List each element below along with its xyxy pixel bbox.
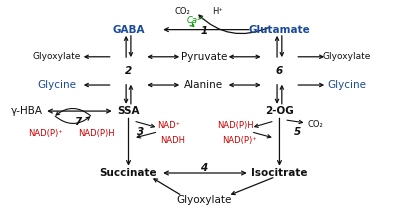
Text: Alanine: Alanine: [184, 80, 224, 90]
Text: H⁺: H⁺: [212, 7, 223, 16]
FancyArrowPatch shape: [199, 15, 269, 34]
Text: NAD(P)H: NAD(P)H: [218, 121, 254, 130]
Text: CO₂: CO₂: [174, 7, 190, 16]
FancyArrowPatch shape: [154, 179, 180, 194]
FancyArrowPatch shape: [148, 55, 178, 59]
Text: NAD(P)H: NAD(P)H: [78, 129, 115, 138]
FancyArrowPatch shape: [136, 122, 154, 127]
FancyArrowPatch shape: [280, 86, 284, 104]
Text: Glyoxylate: Glyoxylate: [33, 52, 81, 61]
FancyArrowPatch shape: [255, 122, 272, 127]
Text: Ca²⁺: Ca²⁺: [187, 16, 206, 26]
FancyArrowPatch shape: [129, 86, 132, 104]
Text: Glycine: Glycine: [328, 80, 366, 90]
Text: γ-HBA: γ-HBA: [11, 106, 43, 116]
FancyArrowPatch shape: [298, 83, 323, 87]
Text: Glycine: Glycine: [38, 80, 76, 90]
FancyArrowPatch shape: [124, 37, 128, 57]
FancyArrowPatch shape: [287, 120, 302, 124]
Text: 6: 6: [276, 66, 283, 76]
FancyArrowPatch shape: [280, 36, 284, 56]
FancyArrowPatch shape: [230, 83, 259, 87]
FancyArrowPatch shape: [190, 23, 194, 26]
FancyArrowPatch shape: [124, 84, 128, 103]
Text: SSA: SSA: [117, 106, 140, 116]
Text: 2: 2: [125, 66, 132, 76]
Text: 3: 3: [137, 127, 144, 137]
FancyArrowPatch shape: [164, 28, 249, 32]
Text: NAD(P)⁺: NAD(P)⁺: [222, 136, 257, 145]
Text: NAD(P)⁺: NAD(P)⁺: [28, 129, 62, 138]
Text: Isocitrate: Isocitrate: [251, 168, 308, 178]
Text: 5: 5: [294, 127, 301, 137]
FancyArrowPatch shape: [48, 109, 110, 113]
FancyArrowPatch shape: [137, 132, 156, 138]
Text: 4: 4: [200, 163, 208, 172]
FancyArrowPatch shape: [85, 55, 110, 59]
Text: 1: 1: [200, 26, 208, 36]
Text: NADH: NADH: [160, 136, 185, 145]
Text: Pyruvate: Pyruvate: [181, 52, 227, 62]
Text: Succinate: Succinate: [100, 168, 157, 178]
FancyArrowPatch shape: [298, 55, 323, 59]
Text: Glyoxylate: Glyoxylate: [323, 52, 371, 61]
FancyArrowPatch shape: [230, 55, 259, 59]
FancyArrowPatch shape: [56, 108, 91, 116]
FancyArrowPatch shape: [275, 84, 279, 103]
FancyArrowPatch shape: [148, 83, 178, 87]
FancyArrowPatch shape: [254, 132, 271, 138]
Text: 2-OG: 2-OG: [265, 106, 294, 116]
FancyArrowPatch shape: [55, 116, 90, 123]
Text: Glutamate: Glutamate: [248, 25, 310, 35]
FancyArrowPatch shape: [129, 36, 132, 56]
Text: 7: 7: [74, 117, 81, 127]
FancyArrowPatch shape: [232, 178, 273, 194]
FancyArrowPatch shape: [278, 118, 281, 165]
Text: NAD⁺: NAD⁺: [157, 121, 180, 130]
FancyArrowPatch shape: [275, 37, 279, 57]
Text: CO₂: CO₂: [307, 120, 323, 129]
FancyArrowPatch shape: [126, 118, 130, 165]
Text: Glyoxylate: Glyoxylate: [176, 195, 232, 205]
Text: GABA: GABA: [112, 25, 145, 35]
FancyArrowPatch shape: [164, 171, 246, 175]
FancyArrowPatch shape: [85, 83, 110, 87]
